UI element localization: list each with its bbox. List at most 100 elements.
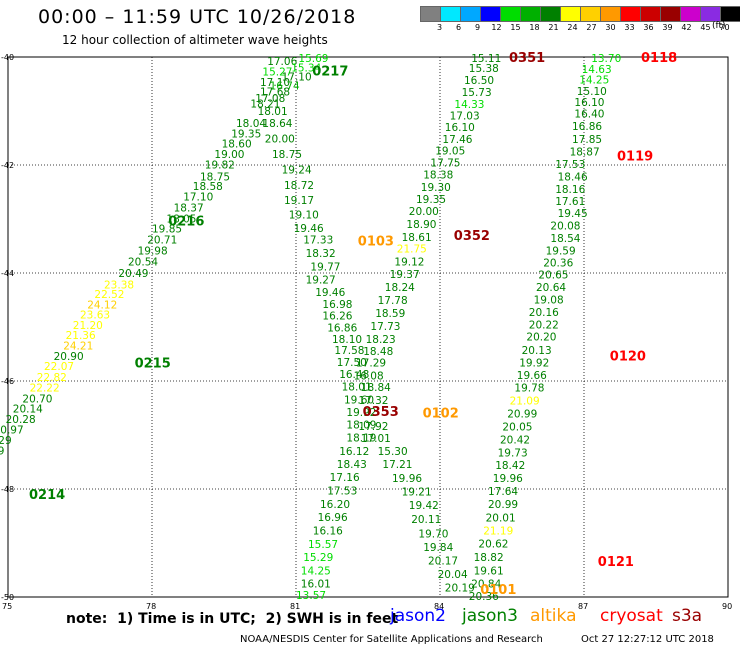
swh-value: 17.64 bbox=[488, 486, 518, 498]
swh-value: 17.53 bbox=[327, 486, 357, 498]
swh-value: 19.05 bbox=[435, 145, 465, 157]
footer-credit: NOAA/NESDIS Center for Satellite Applica… bbox=[240, 634, 543, 645]
pass-label: 0103 bbox=[358, 235, 394, 250]
pass-label: 0217 bbox=[312, 65, 348, 80]
swh-value: 19.27 bbox=[306, 274, 336, 286]
satellite-track: 20.1319.9219.6619.7821.0920.9920.0520.42… bbox=[469, 345, 646, 603]
swh-value: 17.61 bbox=[555, 196, 585, 208]
swh-value: 17.68 bbox=[260, 87, 290, 99]
swh-value: 19.92 bbox=[519, 358, 549, 370]
swh-value: 15.11 bbox=[471, 53, 501, 65]
color-scale-label: 42 bbox=[681, 23, 692, 32]
footer-timestamp: Oct 27 12:27:12 UTC 2018 bbox=[581, 634, 714, 645]
swh-value: 17.21 bbox=[382, 459, 412, 471]
pass-label: 0121 bbox=[598, 555, 634, 570]
swh-value: 17.75 bbox=[430, 157, 460, 169]
swh-value: 16.01 bbox=[301, 579, 331, 591]
swh-value: 20.97 bbox=[0, 425, 24, 437]
satellite-legend-item: cryosat bbox=[600, 606, 663, 626]
swh-value: 19.10 bbox=[289, 210, 319, 222]
swh-value: 20.71 bbox=[147, 235, 177, 247]
swh-value: 17.53 bbox=[555, 159, 585, 171]
swh-value: 17.06 bbox=[267, 56, 297, 68]
swh-value: 13.57 bbox=[296, 590, 326, 602]
swh-value: 18.60 bbox=[222, 138, 252, 150]
swh-value: 19.17 bbox=[284, 195, 314, 207]
pass-label: 0351 bbox=[509, 51, 545, 66]
color-scale-label: 21 bbox=[548, 23, 559, 32]
swh-value: 20.13 bbox=[522, 345, 552, 357]
swh-value: 18.84 bbox=[361, 382, 391, 394]
swh-value: 13.70 bbox=[591, 53, 621, 65]
swh-value: 16.98 bbox=[322, 299, 352, 311]
swh-value: 17.16 bbox=[330, 472, 360, 484]
swh-value: 19.12 bbox=[394, 257, 424, 269]
swh-value: 21.19 bbox=[483, 526, 513, 538]
swh-value: 18.87 bbox=[570, 147, 600, 159]
swh-value: 14.63 bbox=[582, 64, 612, 76]
swh-value: 18.90 bbox=[406, 219, 436, 231]
swh-value: 19.60 bbox=[344, 394, 374, 406]
swh-value: 20.16 bbox=[529, 307, 559, 319]
swh-value: 19.78 bbox=[514, 382, 544, 394]
lon-tick-label: 81 bbox=[290, 602, 300, 611]
swh-value: 21.09 bbox=[510, 395, 540, 407]
swh-value: 20.90 bbox=[54, 351, 84, 363]
satellite-track: 20.7020.1420.2820.9719.2918.5919.2618.96… bbox=[0, 357, 171, 458]
swh-value: 18.10 bbox=[332, 334, 362, 346]
color-scale-label: 12 bbox=[491, 23, 502, 32]
swh-value: 21.75 bbox=[397, 244, 427, 256]
color-scale-label: 33 bbox=[624, 23, 635, 32]
swh-value: 20.36 bbox=[543, 258, 573, 270]
swh-value: 19.35 bbox=[231, 129, 261, 141]
pass-label: 0118 bbox=[641, 51, 677, 66]
swh-value: 17.10 bbox=[183, 191, 213, 203]
swh-value: 19.96 bbox=[392, 473, 422, 485]
swh-value: 19.24 bbox=[282, 164, 312, 176]
swh-value: 19.59 bbox=[546, 245, 576, 257]
swh-value: 17.78 bbox=[378, 295, 408, 307]
satellite-track: 0353 bbox=[363, 405, 399, 420]
color-scale-label: 3 bbox=[436, 23, 443, 32]
lon-tick-label: 75 bbox=[2, 602, 12, 611]
swh-value: 17.29 bbox=[356, 358, 386, 370]
swh-value: 18.37 bbox=[174, 203, 204, 215]
swh-value: 19.08 bbox=[534, 294, 564, 306]
swh-value: 19.42 bbox=[409, 500, 439, 512]
swh-value: 17.73 bbox=[370, 321, 400, 333]
swh-value: 16.10 bbox=[574, 97, 604, 109]
swh-value: 19.46 bbox=[315, 287, 345, 299]
map-frame bbox=[7, 56, 729, 598]
swh-value: 15.27 bbox=[262, 67, 292, 79]
satellite-track: 17.06 15.6915.2715.3417.1017.1016.7417.68… bbox=[138, 53, 349, 260]
swh-value: 20.65 bbox=[538, 270, 568, 282]
swh-value: 15.10 bbox=[577, 86, 607, 98]
swh-value: 15.29 bbox=[303, 552, 333, 564]
satellite-track: 15.1115.3816.5015.7314.3317.0316.1017.46… bbox=[430, 51, 545, 169]
swh-value: 18.59 bbox=[375, 308, 405, 320]
swh-value: 22.82 bbox=[37, 372, 67, 384]
swh-value: 16.96 bbox=[318, 512, 348, 524]
swh-value: 16.50 bbox=[464, 75, 494, 87]
swh-value: 18.75 bbox=[272, 149, 302, 161]
swh-value: 20.05 bbox=[502, 421, 532, 433]
satellite-legend-item: s3a bbox=[672, 606, 703, 626]
swh-value: 18.43 bbox=[337, 459, 367, 471]
swh-value: 19.92 bbox=[346, 407, 376, 419]
swh-value: 19.70 bbox=[418, 528, 448, 540]
swh-value: 14.25 bbox=[301, 566, 331, 578]
color-scale-unit: (ft) bbox=[712, 21, 726, 31]
swh-value: 18.38 bbox=[423, 170, 453, 182]
lat-tick-label: -48 bbox=[1, 485, 14, 494]
swh-value: 20.00 bbox=[409, 206, 439, 218]
pass-label: 0216 bbox=[168, 215, 204, 230]
swh-value: 19.85 bbox=[152, 224, 182, 236]
swh-value: 18.19 bbox=[346, 433, 376, 445]
satellite-track: 0214 bbox=[29, 488, 65, 503]
lon-tick-label: 87 bbox=[578, 602, 588, 611]
satellite-track: 20.5420.4923.3822.5224.1223.6321.2021.36… bbox=[30, 215, 205, 395]
swh-value: 19.45 bbox=[558, 208, 588, 220]
swh-value: 18.05 bbox=[166, 213, 196, 225]
swh-value: 21.20 bbox=[73, 320, 103, 332]
